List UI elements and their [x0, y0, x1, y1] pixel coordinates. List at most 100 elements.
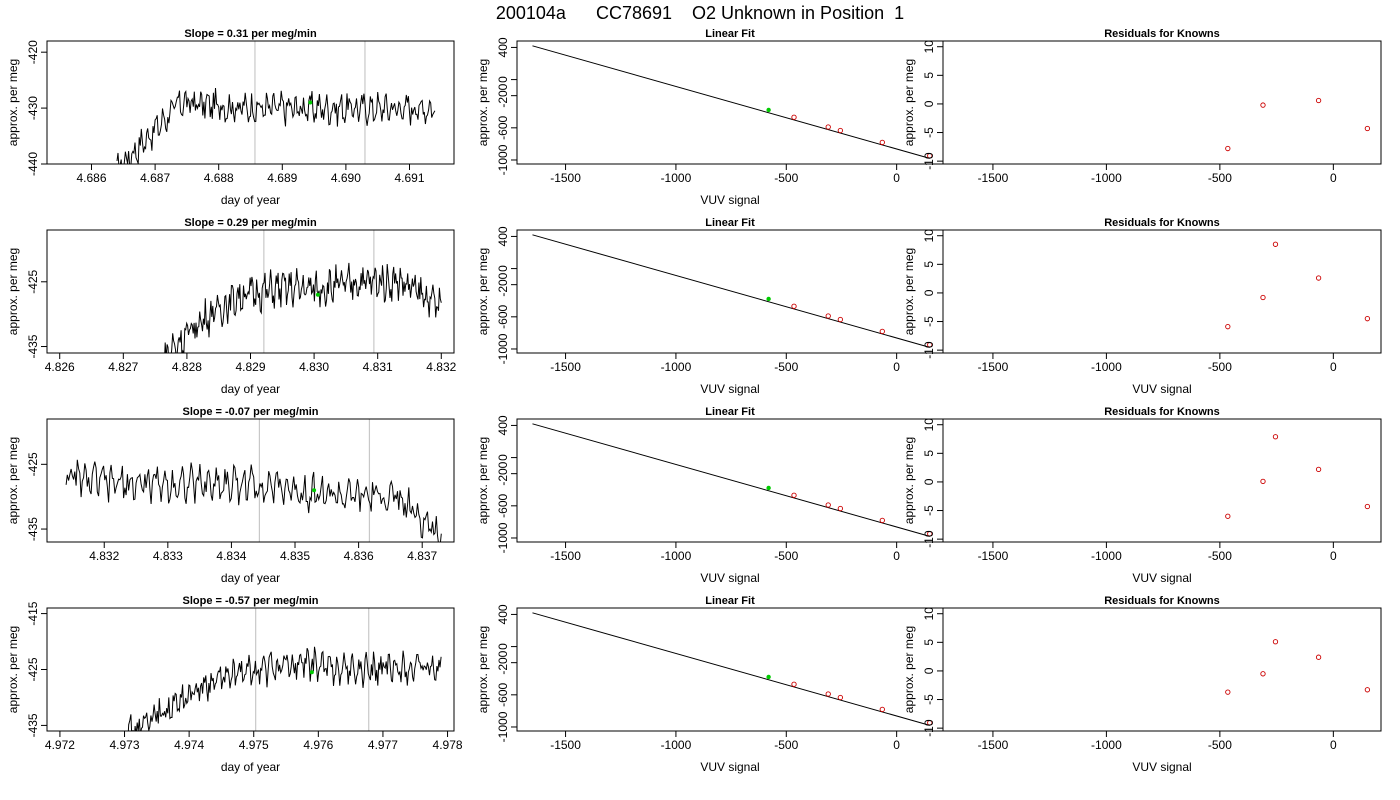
plot-data	[532, 234, 933, 348]
unknown-marker	[308, 100, 313, 105]
y-tick-label: 0	[922, 289, 936, 296]
y-tick-label: -600	[496, 682, 510, 706]
y-tick-label: 5	[922, 72, 936, 79]
y-tick-label: -430	[26, 96, 40, 120]
panel-4-2: Linear Fit VUV signal approx. per meg -1500…	[476, 595, 944, 774]
fit-line	[532, 612, 930, 726]
panel-title: Slope = -0.07 per meg/min	[182, 406, 318, 418]
y-tick-label: 5	[922, 450, 936, 457]
x-tick-label: 4.833	[153, 549, 183, 563]
x-axis-label: VUV signal	[1132, 382, 1191, 396]
x-tick-label: 0	[893, 171, 900, 185]
unknown-marker	[309, 670, 314, 675]
unknown-point	[766, 107, 771, 113]
known-point	[825, 691, 831, 697]
x-tick-label: 0	[1330, 171, 1337, 185]
panel-title: Linear Fit	[705, 595, 755, 607]
x-tick-label: 4.973	[110, 738, 140, 752]
y-tick-label: 5	[922, 261, 936, 268]
y-axis-label: approx. per meg	[902, 437, 916, 524]
known-point	[1364, 316, 1371, 322]
y-tick-label: 0	[496, 643, 510, 650]
figure-title: 200104a CC78691 O2 Unknown in Position 1	[495, 3, 905, 23]
y-tick-label: 0	[922, 478, 936, 485]
known-point	[927, 342, 933, 348]
x-tick-label: -500	[1208, 360, 1232, 374]
x-axis-label: VUV signal	[700, 760, 759, 774]
known-point	[1260, 671, 1266, 677]
known-point	[1315, 97, 1322, 104]
data-trace	[116, 87, 436, 164]
x-tick-label: 4.687	[140, 171, 170, 185]
y-axis-label: approx. per meg	[902, 59, 916, 146]
panel-title: Residuals for Knowns	[1104, 595, 1220, 607]
y-tick-label: 10	[922, 418, 936, 432]
y-tick-label: -425	[26, 657, 40, 681]
x-tick-label: -500	[1208, 171, 1232, 185]
x-tick-label: -500	[774, 360, 798, 374]
y-tick-label: -425	[26, 452, 40, 476]
x-tick-label: -1500	[550, 360, 581, 374]
plot-data	[164, 230, 442, 353]
x-tick-label: -1000	[661, 360, 692, 374]
panel-title: Residuals for Knowns	[1104, 406, 1220, 418]
known-point	[1272, 241, 1279, 247]
y-axis-label: approx. per meg	[476, 59, 490, 146]
panel-1-3: Residuals for Knowns approx. per meg -1500…	[902, 28, 1382, 185]
y-tick-label: -435	[26, 334, 40, 358]
plot-frame	[46, 607, 455, 732]
unknown-point	[766, 485, 771, 491]
plot-data	[532, 612, 933, 726]
plot-data	[1225, 639, 1371, 695]
known-point	[1272, 639, 1279, 645]
x-tick-label: 0	[1330, 360, 1337, 374]
data-trace	[65, 459, 442, 542]
y-tick-label: -1000	[496, 333, 510, 364]
y-tick-label: 0	[922, 667, 936, 674]
plot-data	[116, 41, 436, 164]
y-tick-label: 0	[496, 454, 510, 461]
known-point	[1364, 687, 1371, 693]
known-point	[837, 505, 844, 512]
panel-2-1: Slope = 0.29 per meg/min day of year appro…	[6, 217, 457, 396]
data-trace	[164, 262, 442, 353]
x-tick-label: 4.686	[77, 171, 107, 185]
panel-3-3: Residuals for Knowns VUV signal approx. pe…	[902, 406, 1382, 585]
x-tick-label: 4.688	[204, 171, 234, 185]
y-tick-label: 0	[922, 100, 936, 107]
y-axis-label: approx. per meg	[476, 437, 490, 524]
y-axis-label: approx. per meg	[6, 248, 20, 335]
panel-title: Linear Fit	[705, 217, 755, 229]
x-axis-label: VUV signal	[700, 193, 759, 207]
known-point	[825, 502, 831, 508]
y-tick-label: -600	[496, 493, 510, 517]
known-point	[1272, 434, 1279, 440]
y-axis-label: approx. per meg	[902, 626, 916, 713]
x-axis-label: day of year	[221, 760, 280, 774]
plot-data	[1225, 241, 1371, 330]
y-tick-label: -600	[496, 304, 510, 328]
plot-data	[532, 45, 933, 159]
y-tick-label: -1000	[496, 522, 510, 553]
y-tick-label: -200	[496, 272, 510, 296]
y-tick-label: -415	[26, 601, 40, 625]
plot-data	[127, 608, 442, 731]
known-point	[879, 517, 885, 524]
x-tick-label: 4.835	[280, 549, 310, 563]
x-axis-label: VUV signal	[700, 571, 759, 585]
known-point	[1364, 125, 1371, 132]
plot-frame	[46, 40, 455, 165]
x-tick-label: 4.829	[235, 360, 265, 374]
plot-data	[532, 423, 933, 537]
panel-3-2: Linear Fit VUV signal approx. per meg -1500…	[476, 406, 944, 585]
plot-frame	[942, 607, 1382, 732]
y-tick-label: 10	[922, 229, 936, 243]
x-tick-label: -1000	[661, 738, 692, 752]
x-tick-label: 4.832	[426, 360, 456, 374]
plot-frame	[46, 229, 455, 354]
known-point	[1260, 294, 1266, 301]
x-tick-label: -500	[1208, 738, 1232, 752]
unknown-point	[766, 674, 771, 680]
x-tick-label: 4.836	[344, 549, 374, 563]
